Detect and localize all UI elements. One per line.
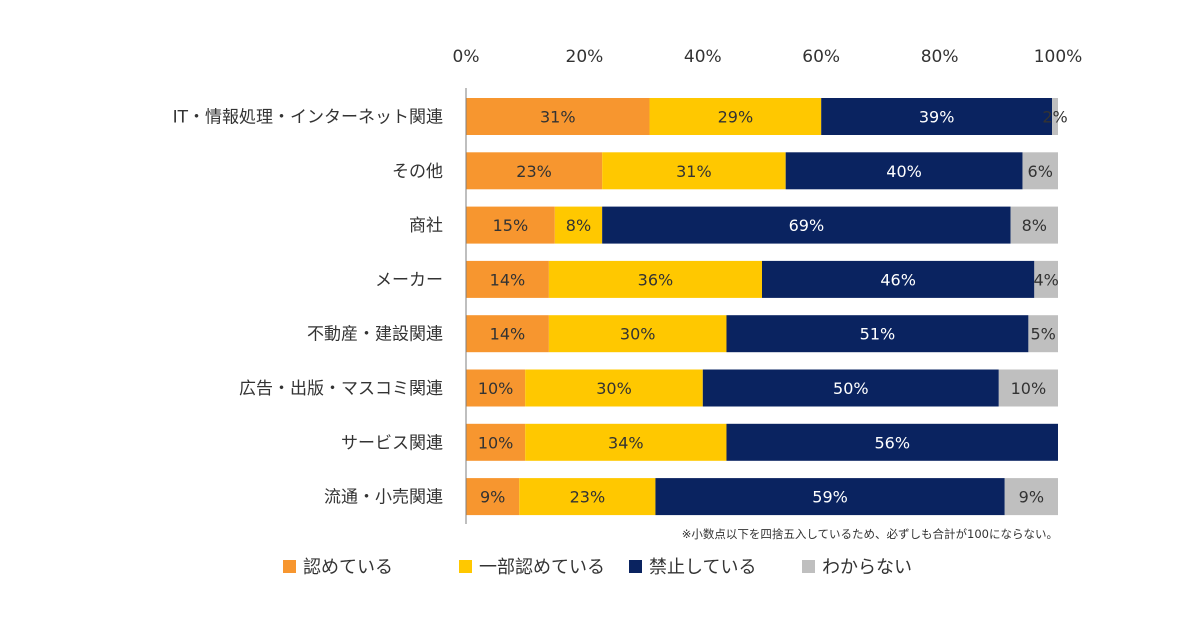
data-label: 56%: [874, 433, 910, 452]
legend-swatch: [629, 560, 642, 573]
legend-label: 一部認めている: [479, 557, 605, 578]
category-label: メーカー: [375, 270, 443, 290]
category-label: 広告・出版・マスコミ関連: [239, 379, 443, 399]
bar-segment: [998, 369, 1058, 407]
data-label: 5%: [1031, 325, 1056, 344]
bar-segment: [466, 369, 526, 407]
bar-segment: [525, 369, 703, 407]
data-label: 10%: [478, 433, 514, 452]
bar-segment: [602, 152, 786, 190]
bar-segment: [554, 206, 603, 244]
data-label: 8%: [566, 216, 591, 235]
bar-segment: [1028, 315, 1058, 353]
data-label: 14%: [490, 325, 526, 344]
bar-segment: [1022, 152, 1058, 190]
data-label: 30%: [620, 325, 656, 344]
bar-segment: [821, 98, 1053, 135]
legend-label: 禁止している: [649, 557, 756, 578]
data-label: 23%: [570, 488, 606, 507]
data-label: 59%: [812, 488, 848, 507]
data-label: 2%: [1042, 108, 1067, 127]
bar-segment: [1052, 98, 1058, 135]
bar-segment: [726, 423, 1058, 461]
legend-label: わからない: [822, 557, 912, 578]
bars: 31% 29% 39% 2% 23% 31% 40% 6% 15% 8% 69% 8% 14% 36% 46…: [466, 98, 1068, 516]
x-axis-tick-labels: 0% 20% 40% 60% 80% 100%: [453, 47, 1083, 67]
bar-segment: [1004, 478, 1058, 516]
data-label: 30%: [596, 379, 632, 398]
x-tick-label: 40%: [684, 47, 722, 67]
bar-segment: [726, 315, 1029, 353]
data-label: 10%: [1011, 379, 1047, 398]
bar-segment: [466, 315, 549, 353]
x-tick-label: 60%: [802, 47, 840, 67]
legend-swatch: [802, 560, 815, 573]
category-label: 不動産・建設関連: [307, 325, 443, 345]
data-label: 69%: [789, 216, 825, 235]
legend-swatch: [283, 560, 296, 573]
bar-segment: [649, 98, 822, 135]
x-tick-label: 100%: [1034, 47, 1083, 67]
data-label: 15%: [493, 216, 529, 235]
data-label: 14%: [490, 270, 526, 289]
data-label: 4%: [1033, 270, 1058, 289]
data-label: 31%: [676, 162, 712, 181]
data-label: 9%: [1019, 488, 1044, 507]
bar-segment: [519, 478, 656, 516]
bar-segment: [466, 152, 603, 190]
chart-note: ※小数点以下を四捨五入しているため、必ずしも合計が100にならない。: [682, 527, 1058, 541]
bar-segment: [466, 478, 520, 516]
data-label: 8%: [1022, 216, 1047, 235]
data-label: 29%: [718, 108, 754, 127]
data-label: 23%: [516, 162, 552, 181]
category-label: 商社: [409, 216, 443, 236]
x-tick-label: 0%: [453, 47, 480, 67]
category-label: その他: [392, 162, 443, 182]
data-label: 50%: [833, 379, 869, 398]
legend-label: 認めている: [303, 557, 393, 578]
bar-segment: [1010, 206, 1058, 244]
data-label: 40%: [886, 162, 922, 181]
bar-segment: [655, 478, 1005, 516]
category-label: サービス関連: [341, 433, 443, 453]
data-label: 51%: [860, 325, 896, 344]
category-label: 流通・小売関連: [324, 488, 443, 508]
bar-segment: [762, 260, 1035, 298]
data-label: 9%: [480, 488, 505, 507]
bar-segment: [466, 98, 650, 135]
data-label: 31%: [540, 108, 576, 127]
data-label: 36%: [638, 270, 674, 289]
bar-segment: [602, 206, 1011, 244]
data-label: 10%: [478, 379, 514, 398]
x-tick-label: 20%: [566, 47, 604, 67]
category-labels: IT・情報処理・インターネット関連その他商社メーカー不動産・建設関連広告・出版・…: [173, 108, 443, 508]
data-label: 6%: [1028, 162, 1053, 181]
bar-segment: [785, 152, 1023, 190]
legend-swatch: [459, 560, 472, 573]
bar-segment: [702, 369, 999, 407]
bar-segment: [548, 315, 727, 353]
data-label: 39%: [919, 108, 955, 127]
category-label: IT・情報処理・インターネット関連: [173, 108, 443, 128]
bar-segment: [1034, 260, 1058, 298]
data-label: 34%: [608, 433, 644, 452]
data-label: 46%: [880, 270, 916, 289]
bar-segment: [525, 423, 727, 461]
bar-segment: [466, 206, 555, 244]
bar-segment: [548, 260, 762, 298]
bar-segment: [466, 260, 549, 298]
x-tick-label: 80%: [921, 47, 959, 67]
legend: 認めている 一部認めている 禁止している わからない: [283, 557, 912, 578]
bar-segment: [466, 423, 526, 461]
